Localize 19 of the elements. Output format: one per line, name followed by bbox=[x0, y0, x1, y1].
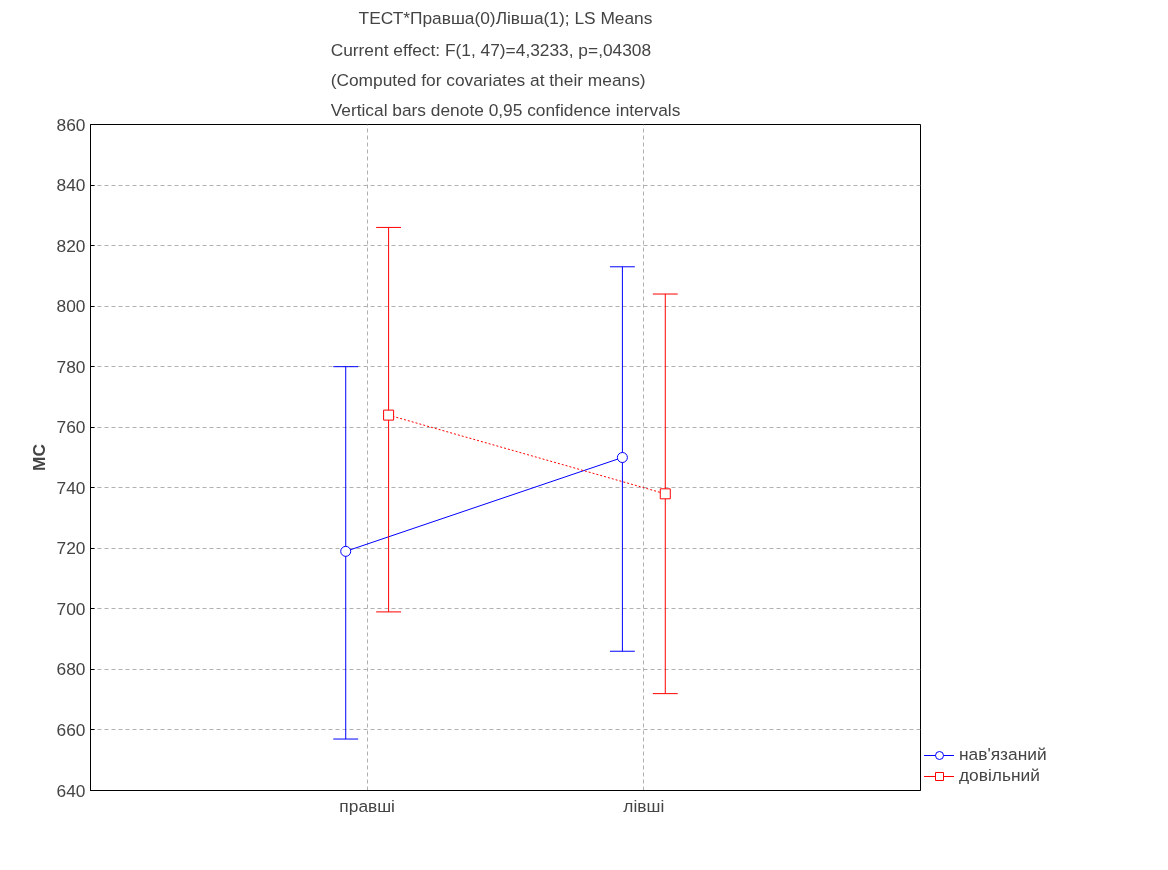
x-tick-label: лівші bbox=[623, 795, 665, 816]
chart-subtitle: Current effect: F(1, 47)=4,3233, p=,04308 (Computed for covariates at their means) Vertical bars denote 0,95 confidence intervals bbox=[330, 39, 681, 120]
y-tick-label: 640 bbox=[56, 780, 86, 801]
y-tick-label: 680 bbox=[56, 659, 86, 680]
y-tick-label: 800 bbox=[56, 296, 86, 317]
y-tick-label: 860 bbox=[56, 114, 86, 135]
legend-label: нав'язаний bbox=[959, 744, 1047, 765]
chart-title: ТЕСТ*Правша(0)Лівша(1); LS Means bbox=[358, 7, 653, 28]
y-tick-label: 760 bbox=[56, 417, 86, 438]
x-tick-label: правші bbox=[339, 795, 395, 816]
y-tick-label: 700 bbox=[56, 598, 86, 619]
y-tick-label: 780 bbox=[56, 356, 86, 377]
y-tick-label: 660 bbox=[56, 719, 86, 740]
y-tick-label: 720 bbox=[56, 538, 86, 559]
y-axis-title: МС bbox=[28, 443, 49, 471]
y-tick-label: 740 bbox=[56, 477, 86, 498]
y-tick-label: 820 bbox=[56, 235, 86, 256]
y-tick-label: 840 bbox=[56, 175, 86, 196]
legend-label: довільний bbox=[959, 765, 1040, 786]
